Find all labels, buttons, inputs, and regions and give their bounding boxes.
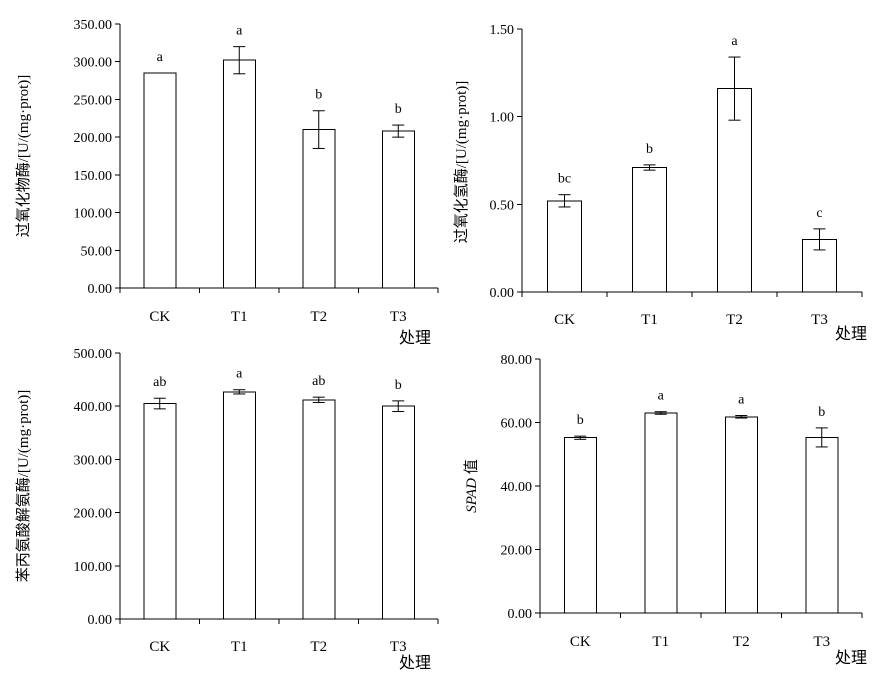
bar-t2	[302, 399, 336, 620]
category-label: CK	[570, 634, 591, 650]
category-label: T3	[390, 309, 407, 325]
y-tick-label: 300.00	[74, 453, 113, 468]
bar-t3	[381, 405, 415, 620]
error-bar-t1	[233, 389, 246, 395]
significance-label: b	[395, 378, 402, 393]
significance-label: b	[818, 405, 825, 420]
category-label: T1	[231, 639, 248, 655]
significance-label: ab	[312, 374, 325, 389]
category-label: T2	[733, 634, 750, 650]
y-tick-label: 0.00	[490, 286, 515, 301]
y-tick-label: 0.00	[88, 613, 113, 628]
x-axis-title: 处理	[399, 654, 431, 672]
x-axis-title: 处理	[399, 329, 431, 347]
y-tick-label: 0.50	[490, 198, 515, 213]
significance-label: ab	[153, 375, 166, 390]
bar-t3	[381, 130, 415, 289]
error-bar-ck	[153, 397, 166, 410]
y-axis-title: 过氧化物酶/[U/(mg·prot)]	[15, 75, 32, 237]
error-bar-ck	[574, 435, 587, 440]
bar-t1	[644, 412, 678, 614]
y-tick-label: 500.00	[74, 347, 113, 362]
y-tick-label: 0.00	[88, 282, 113, 297]
y-axis-title: 过氧化氢酶/[U/(mg·prot)]	[453, 81, 470, 243]
y-tick-label: 80.00	[501, 353, 533, 368]
y-tick-label: 1.00	[490, 111, 515, 126]
error-bar-t2	[728, 56, 741, 121]
significance-label: bc	[558, 172, 571, 187]
error-bar-t3	[392, 400, 405, 413]
y-tick-label: 40.00	[501, 480, 533, 495]
y-tick-label: 20.00	[501, 544, 533, 559]
y-tick-label: 300.00	[74, 56, 113, 71]
error-bar-t3	[815, 427, 828, 448]
chart-panel-2: 0.00 0.50 1.00 1.50 bc CK b T1 a T2 c T3 过氧化氢酶/[U/(m…	[453, 23, 867, 343]
bar-t1	[222, 391, 256, 620]
bar-t1	[222, 59, 256, 289]
bar-t2	[302, 129, 336, 289]
y-tick-label: 0.00	[508, 607, 533, 622]
chart-panel-1: 0.00 50.00 100.00 150.00 200.00 250.00 300.00 3…	[15, 18, 439, 347]
x-axis-title: 处理	[835, 325, 867, 343]
category-label: T3	[813, 634, 830, 650]
y-tick-label: 60.00	[501, 417, 533, 432]
bar-t2	[724, 416, 758, 614]
significance-label: a	[236, 367, 243, 382]
error-bar-t2	[735, 415, 748, 419]
y-tick-label: 200.00	[74, 131, 113, 146]
y-tick-label: 400.00	[74, 400, 113, 415]
error-bar-t1	[654, 411, 667, 415]
error-bar-ck	[558, 194, 571, 208]
significance-label: b	[395, 102, 402, 117]
error-bar-t2	[312, 396, 325, 403]
bar-ck	[143, 403, 177, 620]
y-tick-label: 150.00	[74, 169, 113, 184]
chart-panel-4: 0.00 20.00 40.00 60.00 80.00 b CK a T1 a T2 b T3 SPAD…	[463, 353, 867, 667]
error-bar-t3	[813, 228, 826, 251]
x-axis-title: 处理	[835, 649, 867, 667]
y-tick-label: 100.00	[74, 207, 113, 222]
category-label: T1	[652, 634, 669, 650]
bar-t1	[632, 167, 667, 293]
category-label: T1	[231, 309, 248, 325]
y-tick-label: 200.00	[74, 507, 113, 522]
bar-ck	[563, 437, 597, 614]
y-axis-title: 苯丙氨酸解氨酶/[U/(mg·prot)]	[15, 390, 32, 582]
error-bar-t1	[233, 46, 246, 75]
bar-t3	[805, 436, 839, 614]
bar-ck	[143, 72, 177, 289]
significance-label: a	[738, 393, 745, 408]
error-bar-t3	[392, 124, 405, 138]
y-tick-label: 250.00	[74, 93, 113, 108]
error-bar-t2	[312, 110, 325, 149]
y-tick-label: 50.00	[81, 244, 113, 259]
category-label: T1	[641, 312, 658, 328]
category-label: T2	[310, 639, 327, 655]
significance-label: a	[731, 34, 738, 49]
significance-label: b	[646, 142, 653, 157]
significance-label: a	[157, 50, 164, 65]
error-bar-t1	[643, 164, 656, 171]
significance-label: c	[816, 206, 822, 221]
significance-label: b	[315, 88, 322, 103]
significance-label: b	[577, 413, 584, 428]
category-label: T3	[811, 312, 828, 328]
y-tick-label: 350.00	[74, 18, 113, 33]
category-label: CK	[149, 309, 170, 325]
category-label: T2	[726, 312, 743, 328]
y-axis-title: SPAD 值	[463, 459, 480, 513]
category-label: CK	[149, 639, 170, 655]
y-tick-label: 100.00	[74, 560, 113, 575]
y-tick-label: 1.50	[490, 23, 515, 38]
category-label: T3	[390, 639, 407, 655]
significance-label: a	[658, 389, 665, 404]
chart-panel-3: 0.00 100.00 200.00 300.00 400.00 500.00 ab CK a T…	[15, 347, 439, 672]
bar-ck	[547, 200, 582, 293]
significance-label: a	[236, 24, 243, 39]
category-label: CK	[554, 312, 575, 328]
category-label: T2	[310, 309, 327, 325]
